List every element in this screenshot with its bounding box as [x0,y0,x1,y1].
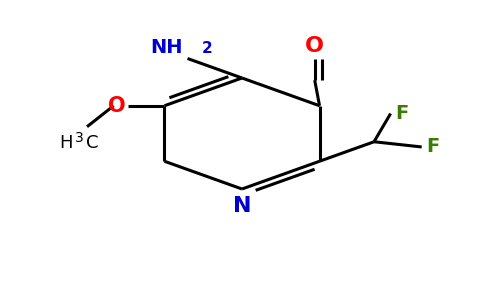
Text: NH: NH [150,38,182,57]
Text: F: F [395,104,408,123]
Text: O: O [305,36,324,56]
Text: O: O [108,96,126,116]
Text: 2: 2 [202,40,213,56]
Text: F: F [426,137,440,157]
Text: H: H [59,134,73,152]
Text: N: N [233,196,251,217]
Text: 3: 3 [75,131,84,145]
Text: C: C [86,134,99,152]
